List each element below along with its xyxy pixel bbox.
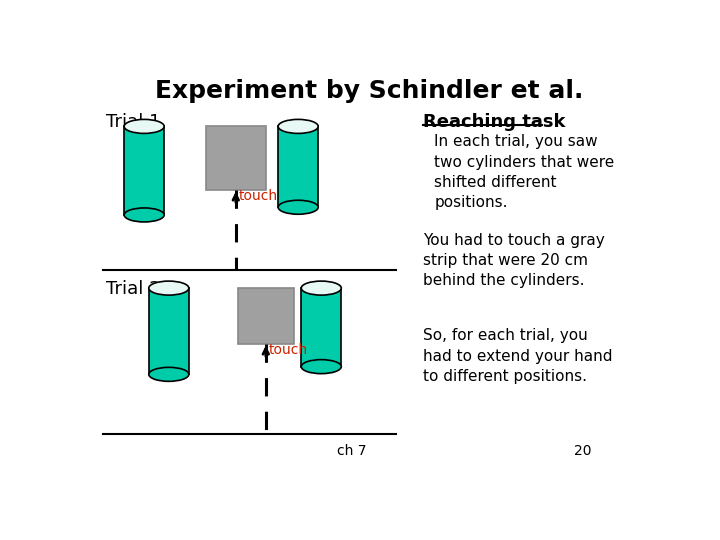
- Text: Reaching task: Reaching task: [423, 112, 565, 131]
- Bar: [301, 288, 341, 367]
- Text: So, for each trial, you
had to extend your hand
to different positions.: So, for each trial, you had to extend yo…: [423, 328, 613, 384]
- Ellipse shape: [278, 200, 318, 214]
- Bar: [238, 288, 294, 343]
- Bar: [149, 288, 189, 374]
- Ellipse shape: [149, 367, 189, 381]
- Ellipse shape: [124, 119, 164, 133]
- Ellipse shape: [149, 281, 189, 295]
- Bar: [206, 126, 266, 190]
- Text: In each trial, you saw
two cylinders that were
shifted different
positions.: In each trial, you saw two cylinders tha…: [434, 134, 615, 210]
- Text: Experiment by Schindler et al.: Experiment by Schindler et al.: [155, 79, 583, 103]
- Bar: [124, 126, 164, 215]
- Text: Trial 1: Trial 1: [106, 112, 160, 131]
- Text: Trial 2: Trial 2: [106, 280, 161, 299]
- Ellipse shape: [124, 208, 164, 222]
- Text: touch: touch: [269, 343, 308, 357]
- Text: ch 7: ch 7: [337, 444, 366, 458]
- Text: touch: touch: [239, 190, 278, 204]
- Text: You had to touch a gray
strip that were 20 cm
behind the cylinders.: You had to touch a gray strip that were …: [423, 233, 605, 288]
- Ellipse shape: [278, 119, 318, 133]
- Text: 20: 20: [575, 444, 592, 458]
- Bar: [278, 126, 318, 207]
- Ellipse shape: [301, 281, 341, 295]
- Ellipse shape: [301, 360, 341, 374]
